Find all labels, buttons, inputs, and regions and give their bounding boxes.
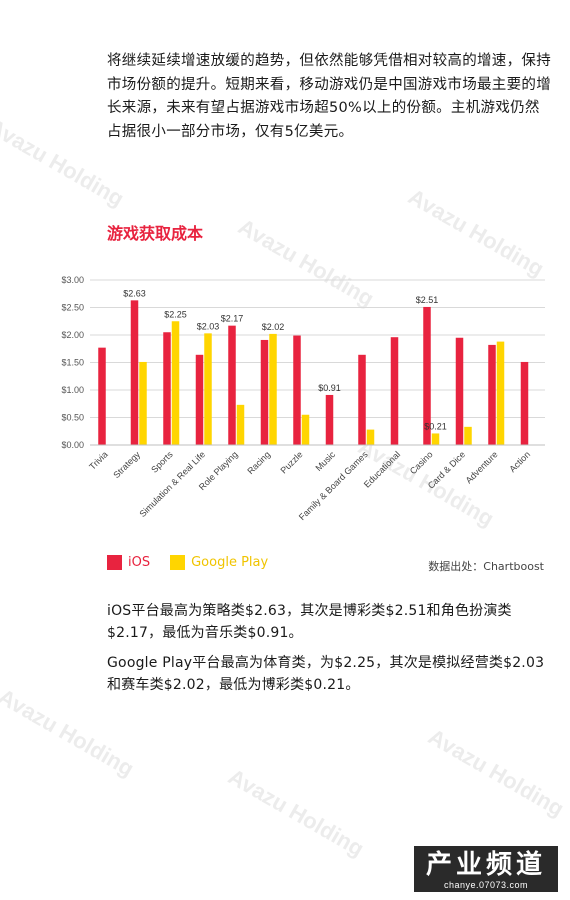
google-play-bar <box>204 333 212 445</box>
x-tick-label: Sports <box>149 449 175 475</box>
google-play-bar <box>464 426 472 445</box>
y-tick-label: $1.00 <box>61 385 84 395</box>
google-play-bar <box>236 404 245 445</box>
legend-label-ios: iOS <box>128 555 151 570</box>
watermark: Avazu Holding <box>0 683 139 782</box>
google-play-bar <box>171 321 180 445</box>
watermark: Avazu Holding <box>424 723 569 822</box>
data-label: $2.02 <box>262 322 285 332</box>
data-label: $2.03 <box>197 321 220 331</box>
ios-bar <box>488 344 496 445</box>
y-tick-label: $1.50 <box>61 358 84 368</box>
y-tick-label: $3.00 <box>61 275 84 285</box>
ios-bar <box>195 354 204 445</box>
ios-bar <box>98 347 106 445</box>
section-title: 游戏获取成本 <box>107 224 204 243</box>
legend-swatch-ios <box>107 555 122 570</box>
y-tick-label: $0.50 <box>61 413 84 423</box>
data-label: $2.25 <box>164 309 187 319</box>
data-label: $0.91 <box>318 383 341 393</box>
ios-bar <box>358 354 366 445</box>
logo-url: chanye.07073.com <box>443 880 529 890</box>
x-tick-label: Music <box>313 449 337 473</box>
x-tick-label: Puzzle <box>278 449 304 475</box>
google-play-bar <box>301 414 310 445</box>
legend-item-ios: iOS <box>107 555 150 570</box>
legend-label-google-play: Google Play <box>191 555 269 570</box>
x-tick-label: Trivia <box>87 449 109 471</box>
data-source: 数据出处：Chartboost <box>428 560 544 573</box>
google-play-bar <box>269 333 277 445</box>
x-tick-label: Adventure <box>464 449 500 485</box>
legend-swatch-google-play <box>170 555 186 570</box>
google-play-bar <box>431 433 440 445</box>
site-logo: 产业频道 chanye.07073.com <box>414 846 558 892</box>
ios-bar <box>520 361 529 445</box>
watermark: Avazu Holding <box>224 763 369 862</box>
google-play-bar <box>366 429 375 445</box>
intro-paragraph: 将继续延续增速放缓的趋势，但依然能够凭借相对较高的增速，保持市场份额的提升。短期… <box>107 53 551 140</box>
y-tick-label: $0.00 <box>61 440 84 450</box>
y-tick-label: $2.50 <box>61 303 84 313</box>
data-label: $2.51 <box>416 295 439 305</box>
legend-item-google-play: Google Play <box>170 555 268 570</box>
ios-bar <box>130 300 139 445</box>
y-tick-label: $2.00 <box>61 330 84 340</box>
ios-bar <box>325 394 334 445</box>
ios-bar <box>163 332 171 445</box>
ios-bar <box>455 337 464 445</box>
ios-bar <box>260 339 269 445</box>
ios-bar <box>228 325 236 445</box>
google-play-bar <box>496 341 505 445</box>
google-play-bar <box>139 361 147 445</box>
ios-summary-paragraph: iOS平台最高为策略类$2.63，其次是博彩类$2.51和角色扮演类$2.17，… <box>107 603 512 641</box>
data-label: $0.21 <box>424 421 447 431</box>
data-label: $2.17 <box>221 314 244 324</box>
ios-bar <box>293 335 301 445</box>
x-tick-label: Casino <box>408 449 435 476</box>
ios-bar <box>390 337 399 445</box>
ios-bar <box>423 306 431 445</box>
x-tick-label: Strategy <box>111 449 142 480</box>
x-tick-label: Action <box>507 449 532 474</box>
bar-chart: $0.00 $0.50 $1.00 $1.50 $2.00 $2.50 $3.00 Trivi… <box>61 275 545 522</box>
chart-legend: iOS Google Play <box>107 555 288 570</box>
logo-main-text: 产业频道 <box>425 850 546 880</box>
x-tick-label: Racing <box>245 449 272 476</box>
google-play-summary-paragraph: Google Play平台最高为体育类，为$2.25，其次是模拟经营类$2.03… <box>107 655 545 693</box>
data-label: $2.63 <box>123 288 146 298</box>
